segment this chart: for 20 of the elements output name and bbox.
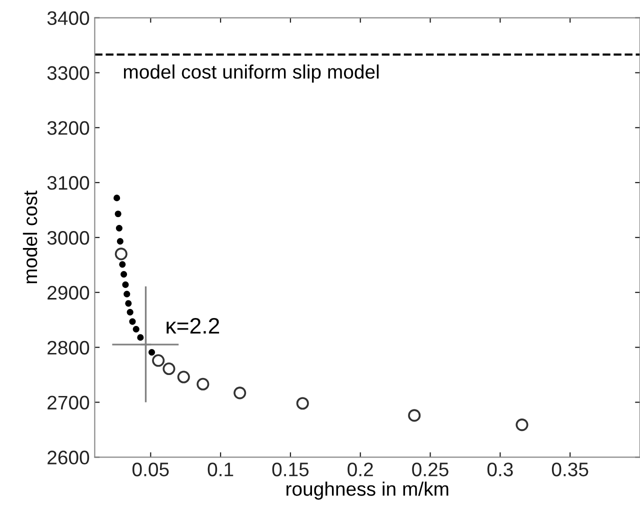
y-tick-label: 3300 [47, 66, 90, 80]
y-tick-label: 2600 [48, 450, 90, 464]
x-tick-label: 0.2 [348, 462, 373, 476]
ref-line-label: model cost uniform slip model [124, 64, 379, 83]
x-tick-label: 0.15 [272, 462, 309, 476]
y-tick-label: 3000 [47, 230, 90, 245]
y-axis-title: model cost [22, 190, 38, 284]
x-tick-label: 0.3 [487, 462, 513, 476]
x-tick-label: 0.35 [552, 462, 588, 476]
y-tick-label: 3200 [47, 121, 90, 135]
y-tick-label: 3400 [47, 11, 90, 26]
x-tick-label: 0.05 [132, 462, 169, 476]
y-tick-label: 2800 [48, 340, 90, 355]
x-tick-label: 0.1 [208, 462, 234, 476]
annotation: κ=2.2 [166, 318, 220, 334]
x-axis-title: roughness in m/km [286, 482, 448, 500]
y-tick-label: 3100 [47, 176, 90, 190]
x-tick-label: 0.25 [412, 462, 448, 476]
y-tick-label: 2700 [48, 396, 90, 410]
y-tick-label: 2900 [48, 286, 90, 300]
